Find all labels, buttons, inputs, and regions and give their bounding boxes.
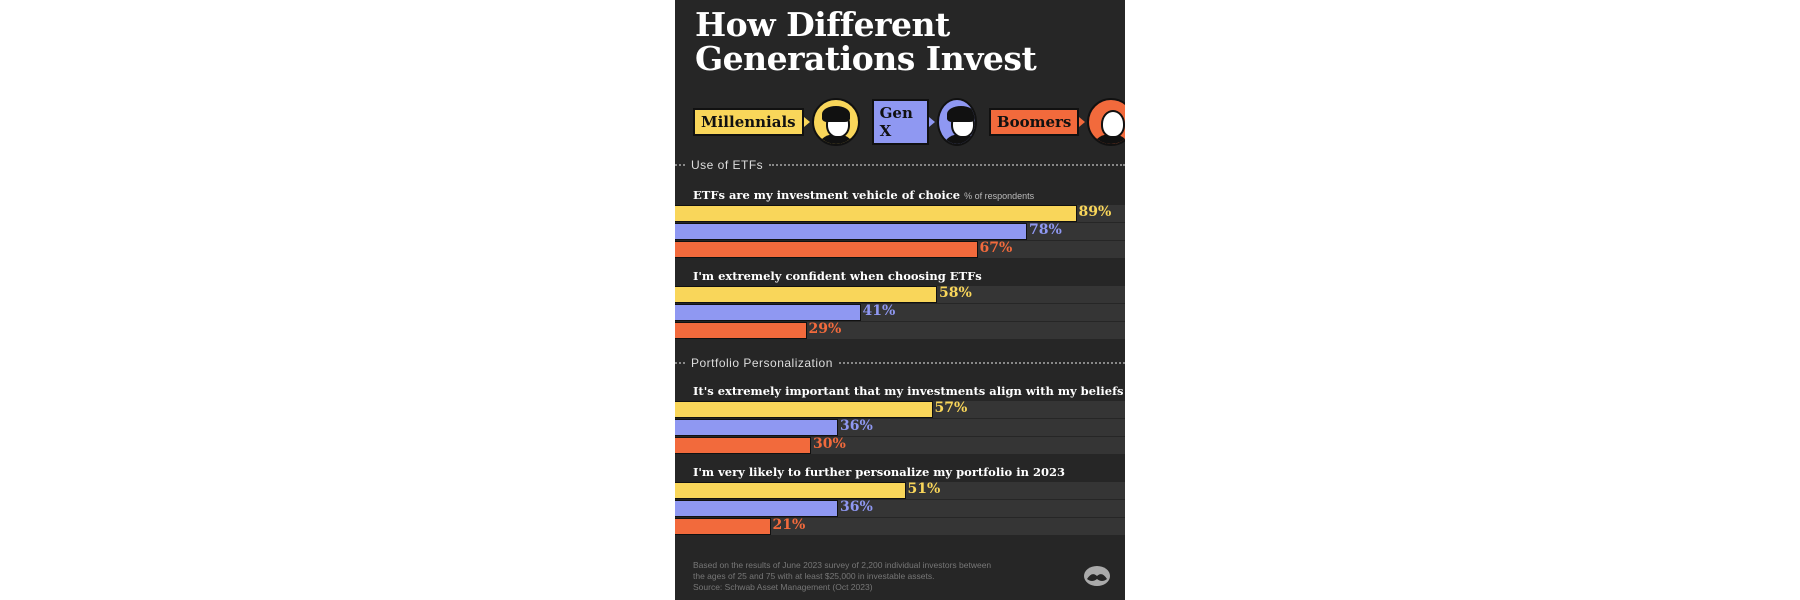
bar-track: 30% [675, 436, 1125, 454]
question-label: ETFs are my investment vehicle of choice… [693, 188, 1034, 202]
data-label: 29% [808, 321, 842, 337]
bar-track: 67% [675, 240, 1125, 258]
legend-genx: Gen X [871, 98, 977, 146]
bar-boomers [675, 437, 811, 454]
unit-label: % of respondents [964, 191, 1035, 201]
question-label: I'm extremely confident when choosing ET… [693, 269, 982, 283]
bar-boomers [675, 518, 771, 535]
bar-gen-x [675, 304, 861, 321]
question-text: I'm very likely to further personalize m… [693, 465, 1065, 479]
legend: Millennials Gen X Boomers [693, 98, 1125, 146]
bar-boomers [675, 241, 978, 258]
bar-gen-x [675, 500, 838, 517]
bar-gen-x [675, 223, 1027, 240]
section-title: Portfolio Personalization [691, 356, 833, 370]
legend-millennials: Millennials [693, 98, 860, 146]
title-line-2: Generations Invest [695, 39, 1037, 78]
data-label: 36% [840, 499, 873, 515]
bar-track: 41% [675, 303, 1125, 321]
bar-track: 21% [675, 517, 1125, 535]
bar-track: 78% [675, 222, 1125, 240]
question-text: It's extremely important that my investm… [693, 384, 1125, 398]
question-text: I'm extremely confident when choosing ET… [693, 269, 982, 283]
question-label: It's extremely important that my investm… [693, 384, 1125, 398]
chart-title: How Different Generations Invest [695, 5, 1037, 78]
legend-boomers: Boomers [988, 98, 1125, 146]
bar-millennials [675, 401, 933, 418]
bar-track: 36% [675, 499, 1125, 517]
bar-millennials [675, 482, 906, 499]
data-label: 36% [840, 418, 873, 434]
legend-label: Boomers [988, 108, 1080, 136]
bar-millennials [675, 205, 1077, 222]
section-header-etfs: Use of ETFs [675, 158, 1125, 172]
bar-gen-x [675, 419, 838, 436]
section-header-personalization: Portfolio Personalization [675, 356, 1125, 370]
data-label: 21% [772, 517, 806, 533]
footnote-line: the ages of 25 and 75 with at least $25,… [693, 571, 935, 581]
brand-logo-icon [1084, 566, 1110, 586]
data-label: 57% [934, 400, 968, 416]
bar-track: 89% [675, 204, 1125, 222]
millennial-avatar-icon [811, 98, 860, 146]
footnote: Based on the results of June 2023 survey… [693, 560, 1033, 593]
legend-label: Gen X [871, 99, 929, 145]
section-title: Use of ETFs [691, 158, 764, 172]
data-label: 30% [813, 436, 846, 452]
bar-boomers [675, 322, 807, 339]
data-label: 67% [979, 240, 1013, 256]
data-label: 41% [862, 303, 896, 319]
question-label: I'm very likely to further personalize m… [693, 465, 1065, 479]
bar-millennials [675, 286, 937, 303]
source-line: Source: Schwab Asset Management (Oct 202… [693, 582, 873, 592]
data-label: 89% [1078, 204, 1112, 220]
bar-track: 29% [675, 321, 1125, 339]
question-text: ETFs are my investment vehicle of choice [693, 188, 961, 202]
genx-avatar-icon [936, 98, 977, 146]
data-label: 58% [939, 285, 972, 301]
data-label: 78% [1029, 222, 1062, 238]
data-label: 51% [907, 481, 941, 497]
bar-track: 36% [675, 418, 1125, 436]
legend-label: Millennials [693, 108, 804, 136]
title-line-1: How Different [695, 5, 950, 44]
boomer-avatar-icon [1087, 98, 1125, 146]
bar-track: 51% [675, 481, 1125, 499]
bar-track: 58% [675, 285, 1125, 303]
infographic: How Different Generations Invest Millenn… [675, 0, 1125, 600]
bar-track: 57% [675, 400, 1125, 418]
footnote-line: Based on the results of June 2023 survey… [693, 560, 992, 570]
